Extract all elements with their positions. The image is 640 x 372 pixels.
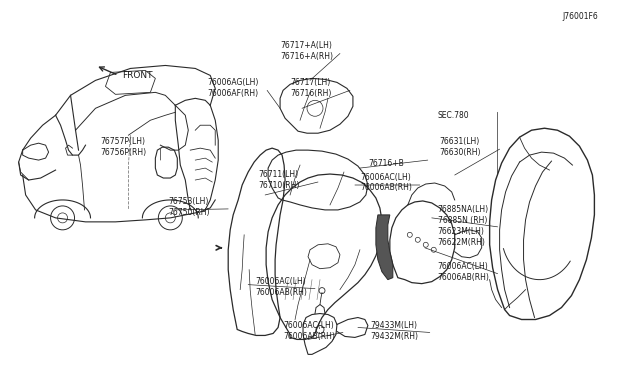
Text: 76716(RH): 76716(RH)	[290, 89, 332, 98]
Text: 76623M(LH): 76623M(LH)	[438, 227, 484, 236]
Text: 76711(LH): 76711(LH)	[258, 170, 298, 179]
Text: 76006AC(LH): 76006AC(LH)	[283, 321, 334, 330]
Text: 76717+A(LH): 76717+A(LH)	[280, 41, 332, 50]
Text: 76631(LH): 76631(LH)	[440, 137, 480, 146]
Text: 76756P(RH): 76756P(RH)	[100, 148, 147, 157]
Text: 76750(RH): 76750(RH)	[168, 208, 210, 217]
Text: J76001F6: J76001F6	[563, 12, 598, 21]
Text: 76710(RH): 76710(RH)	[258, 180, 300, 189]
Text: 76717(LH): 76717(LH)	[290, 78, 330, 87]
Text: FRONT: FRONT	[122, 71, 153, 80]
Text: 76630(RH): 76630(RH)	[440, 148, 481, 157]
Text: 76006AB(RH): 76006AB(RH)	[283, 332, 335, 341]
Text: 76885NA(LH): 76885NA(LH)	[438, 205, 489, 214]
Text: 76716+B: 76716+B	[368, 158, 404, 167]
Text: 76753(LH): 76753(LH)	[168, 198, 209, 206]
Text: 76006AF(RH): 76006AF(RH)	[207, 89, 259, 98]
Text: 76885N (RH): 76885N (RH)	[438, 217, 487, 225]
Text: 76006AB(RH): 76006AB(RH)	[438, 273, 490, 282]
Text: 79433M(LH): 79433M(LH)	[370, 321, 417, 330]
Text: 76006AC(LH): 76006AC(LH)	[255, 277, 306, 286]
Text: 76006AB(RH): 76006AB(RH)	[360, 183, 412, 192]
Text: 76716+A(RH): 76716+A(RH)	[280, 52, 333, 61]
Polygon shape	[376, 215, 393, 280]
Text: SEC.780: SEC.780	[438, 111, 469, 120]
Text: 76006AC(LH): 76006AC(LH)	[360, 173, 411, 182]
Text: 76622M(RH): 76622M(RH)	[438, 238, 486, 247]
Text: 76757P(LH): 76757P(LH)	[100, 137, 145, 146]
Text: 79432M(RH): 79432M(RH)	[370, 332, 418, 341]
Text: 76006AG(LH): 76006AG(LH)	[207, 78, 259, 87]
Text: 76006AB(RH): 76006AB(RH)	[255, 288, 307, 297]
Text: 76006AC(LH): 76006AC(LH)	[438, 262, 488, 271]
